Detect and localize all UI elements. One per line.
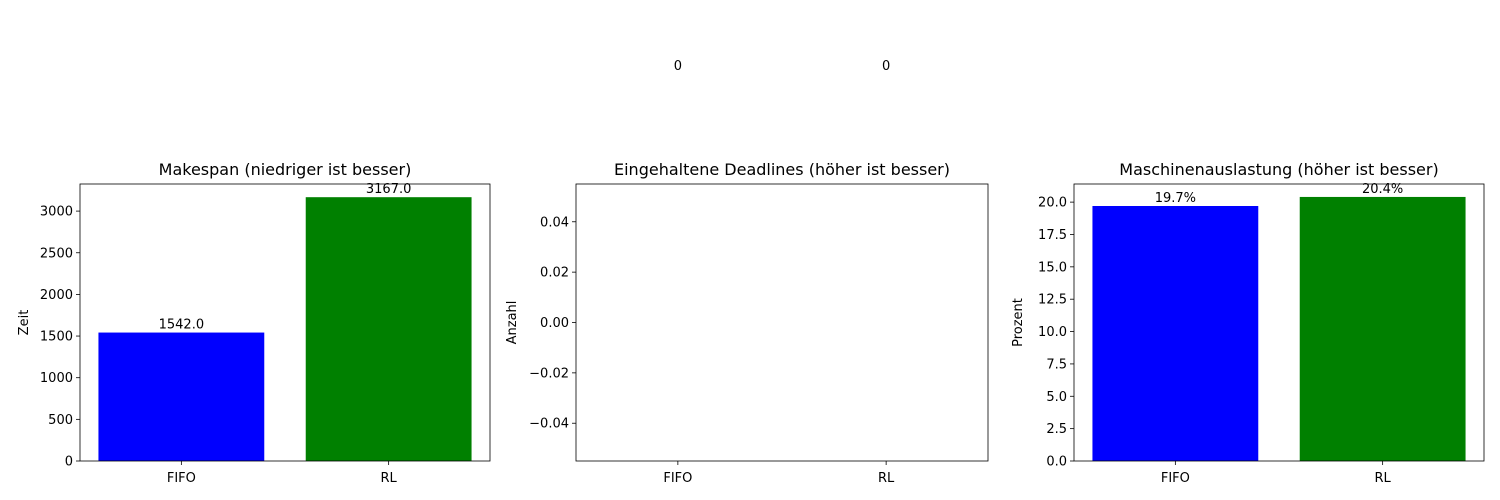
bar-fifo xyxy=(1092,206,1259,461)
y-tick-label: 12.5 xyxy=(1038,293,1067,308)
chart-panel-3: 19.7% FIFO 20.4% RL 0.0 2.5 5.0 7.5 10.0 12.5 15.0… xyxy=(1011,160,1485,486)
y-tick-label: 17.5 xyxy=(1038,228,1067,243)
x-tick-label: FIFO xyxy=(167,471,196,486)
chart-title: Makespan (niedriger ist besser) xyxy=(159,160,412,179)
data-label: 19.7% xyxy=(1155,191,1196,206)
axes-frame xyxy=(1073,183,1485,462)
y-tick-label: 2500 xyxy=(40,246,73,261)
bar-rl xyxy=(305,197,472,461)
data-label: 1542.0 xyxy=(159,318,205,333)
y-tick-label: 3000 xyxy=(40,205,73,220)
y-tick-label: 7.5 xyxy=(1046,357,1067,372)
bar-fifo xyxy=(98,332,265,461)
y-axis-label: Anzahl xyxy=(505,301,520,345)
y-tick-label: 5.0 xyxy=(1046,390,1067,405)
y-tick-label: 0.02 xyxy=(540,266,569,281)
data-label: 0 xyxy=(882,59,890,74)
y-tick-label: 2.5 xyxy=(1046,422,1067,437)
x-tick-label: FIFO xyxy=(663,471,692,486)
axes-frame xyxy=(79,183,491,462)
data-label: 3167.0 xyxy=(366,182,412,197)
x-tick-label: RL xyxy=(1374,471,1391,486)
y-tick-label: −0.02 xyxy=(529,366,569,381)
y-tick-label: 10.0 xyxy=(1038,325,1067,340)
y-axis-label: Prozent xyxy=(1011,298,1026,347)
data-label: 20.4% xyxy=(1362,182,1403,197)
y-tick-label: 0 xyxy=(65,455,73,470)
y-tick-label: 1500 xyxy=(40,330,73,345)
x-tick-label: RL xyxy=(380,471,397,486)
y-tick-label: 0.0 xyxy=(1046,455,1067,470)
chart-title: Maschinenauslastung (höher ist besser) xyxy=(1119,160,1438,179)
y-tick-label: 0.04 xyxy=(540,215,569,230)
data-label: 0 xyxy=(674,59,682,74)
x-tick-label: FIFO xyxy=(1161,471,1190,486)
chart-panel-1: 1542.0 FIFO 3167.0 RL 0 500 1000 1500 2000 2500 30… xyxy=(17,160,491,486)
chart-panel-2: 0 FIFO 0 RL −0.04 −0.02 0.00 0.02 0.04 Eingehalte… xyxy=(505,59,989,486)
y-tick-label: 15.0 xyxy=(1038,260,1067,275)
y-tick-label: 20.0 xyxy=(1038,196,1067,211)
y-axis-label: Zeit xyxy=(17,310,32,336)
y-tick-label: 0.00 xyxy=(540,316,569,331)
axes-frame xyxy=(575,183,989,462)
x-tick-label: RL xyxy=(878,471,895,486)
y-tick-label: 2000 xyxy=(40,288,73,303)
bar-rl xyxy=(1299,196,1466,461)
y-tick-label: 500 xyxy=(48,413,73,428)
chart-title: Eingehaltene Deadlines (höher ist besser… xyxy=(614,160,950,179)
y-tick-label: 1000 xyxy=(40,371,73,386)
y-tick-label: −0.04 xyxy=(529,417,569,432)
